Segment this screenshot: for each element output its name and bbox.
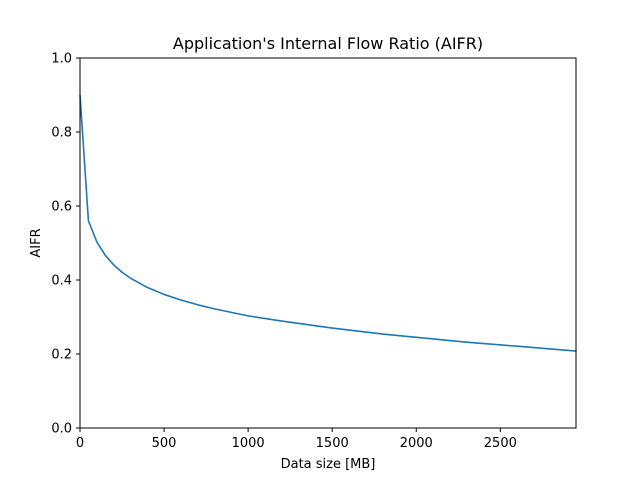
x-axis: 0 500 1000 1500 2000 2500 (76, 428, 517, 451)
y-tick-label: 1.0 (51, 52, 72, 67)
x-tick-label: 500 (152, 436, 177, 451)
series-line (79, 94, 577, 352)
y-tick-label: 0.8 (51, 126, 72, 141)
y-axis: 0.0 0.2 0.4 0.6 0.8 1.0 (51, 52, 80, 437)
y-axis-label: AIFR (29, 228, 44, 257)
x-axis-label: Data size [MB] (281, 457, 376, 472)
y-tick-label: 0.4 (51, 274, 72, 289)
y-tick-label: 0.2 (51, 348, 72, 363)
x-tick-label: 0 (76, 436, 84, 451)
x-tick-label: 2000 (400, 436, 433, 451)
x-tick-label: 1500 (316, 436, 349, 451)
plot-frame (79, 57, 577, 429)
chart-title: Application's Internal Flow Ratio (AIFR) (173, 34, 483, 53)
y-tick-label: 0.6 (51, 200, 72, 215)
x-tick-label: 2500 (484, 436, 517, 451)
x-tick-label: 1000 (232, 436, 265, 451)
y-tick-label: 0.0 (51, 422, 72, 437)
plot-area (79, 94, 577, 352)
